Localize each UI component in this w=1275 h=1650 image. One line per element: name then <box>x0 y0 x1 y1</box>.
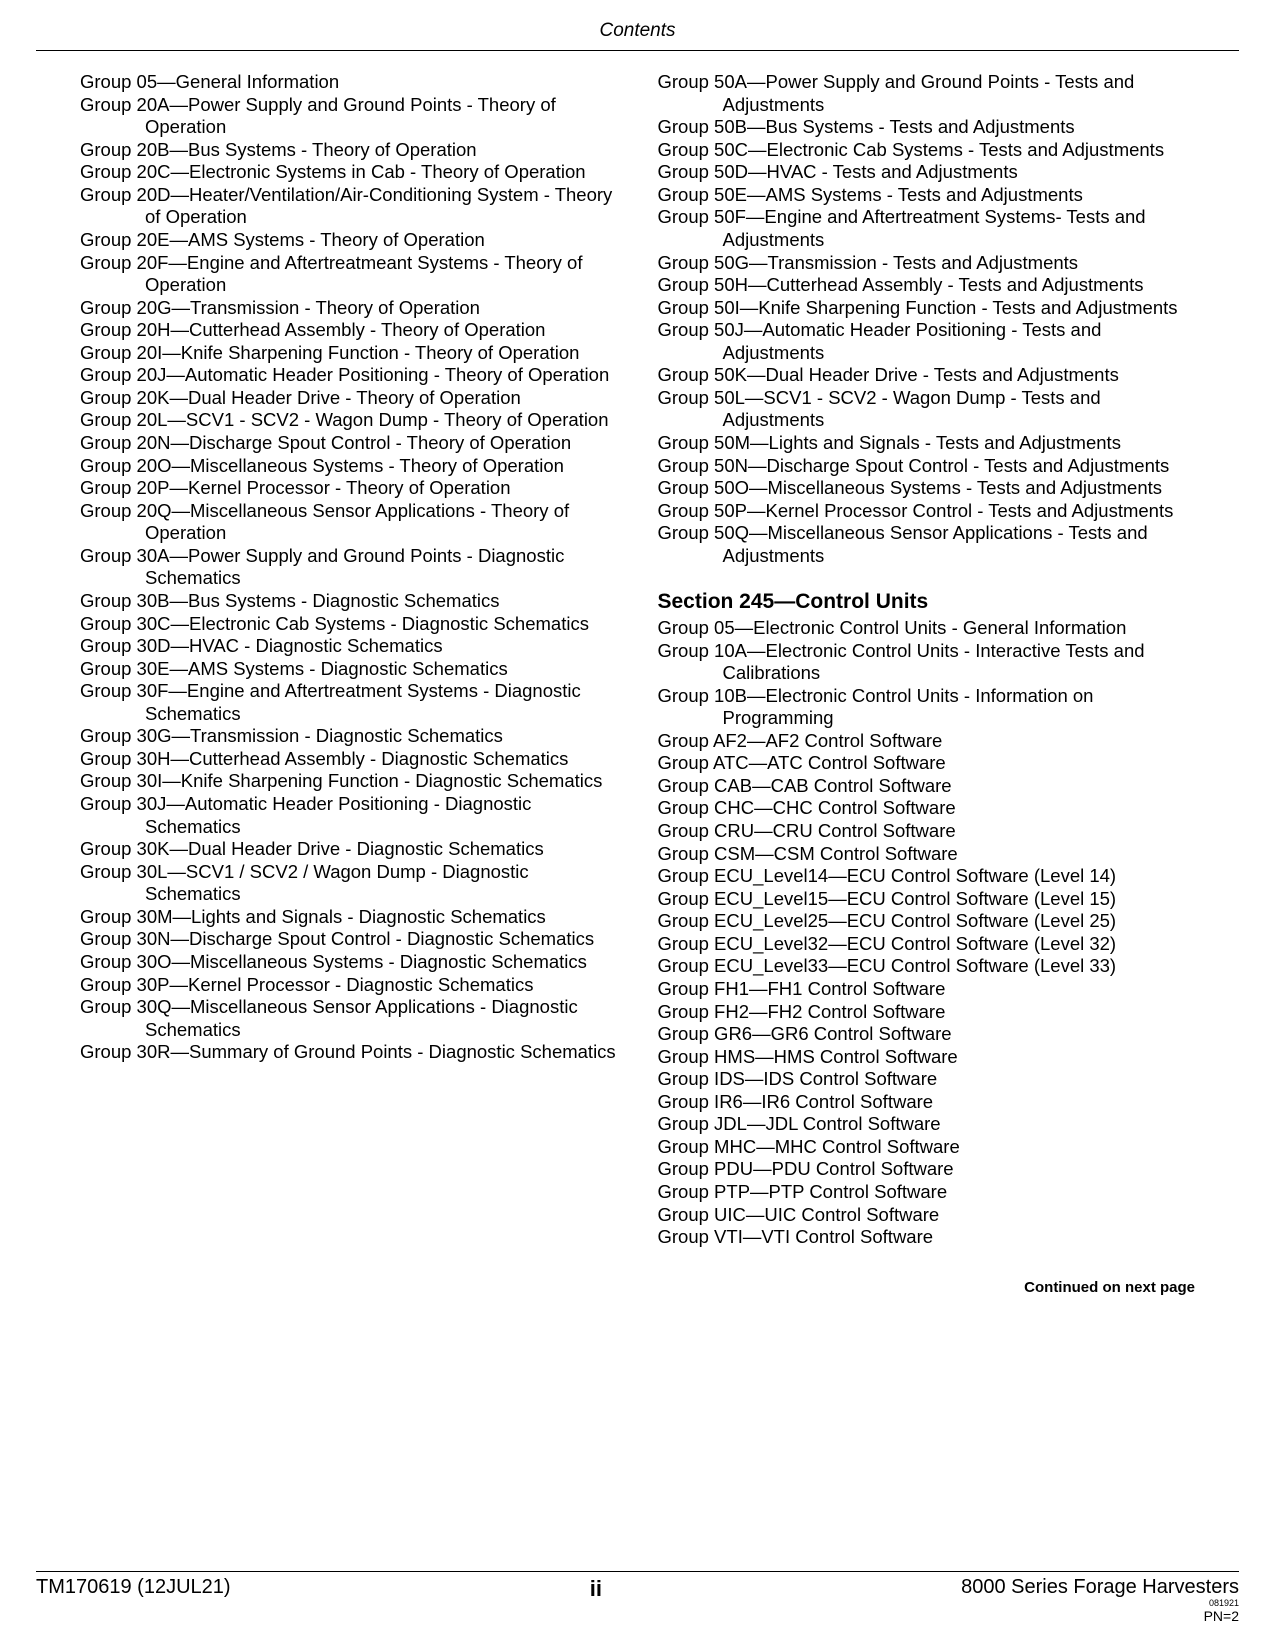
toc-entry: Group IDS—IDS Control Software <box>658 1068 1206 1091</box>
toc-entry: Group 30F—Engine and Aftertreatment Syst… <box>80 680 628 725</box>
toc-entry: Group 20L—SCV1 - SCV2 - Wagon Dump - The… <box>80 409 628 432</box>
toc-entry: Group AF2—AF2 Control Software <box>658 730 1206 753</box>
toc-entry: Group PDU—PDU Control Software <box>658 1158 1206 1181</box>
toc-entry: Group ECU_Level33—ECU Control Software (… <box>658 955 1206 978</box>
toc-entry: Group 30P—Kernel Processor - Diagnostic … <box>80 974 628 997</box>
toc-entry: Group 50B—Bus Systems - Tests and Adjust… <box>658 116 1206 139</box>
toc-entry: Group 20D—Heater/Ventilation/Air-Conditi… <box>80 184 628 229</box>
toc-entry: Group 50P—Kernel Processor Control - Tes… <box>658 500 1206 523</box>
toc-entry: Group 30L—SCV1 / SCV2 / Wagon Dump - Dia… <box>80 861 628 906</box>
footer-page-number: ii <box>590 1576 602 1602</box>
footer-rule <box>36 1571 1239 1572</box>
page-header: Contents <box>0 0 1275 50</box>
toc-entry: Group PTP—PTP Control Software <box>658 1181 1206 1204</box>
toc-entry: Group 50L—SCV1 - SCV2 - Wagon Dump - Tes… <box>658 387 1206 432</box>
toc-entry: Group 20K—Dual Header Drive - Theory of … <box>80 387 628 410</box>
section-245-heading: Section 245—Control Units <box>658 589 1206 615</box>
toc-entry: Group GR6—GR6 Control Software <box>658 1023 1206 1046</box>
toc-entry: Group 10A—Electronic Control Units - Int… <box>658 640 1206 685</box>
toc-entry: Group 50M—Lights and Signals - Tests and… <box>658 432 1206 455</box>
footer-pn: PN=2 <box>961 1608 1239 1624</box>
toc-entry: Group 50I—Knife Sharpening Function - Te… <box>658 297 1206 320</box>
toc-entry: Group 10B—Electronic Control Units - Inf… <box>658 685 1206 730</box>
toc-entry: Group 20F—Engine and Aftertreatmeant Sys… <box>80 252 628 297</box>
footer-date-tiny: 081921 <box>961 1599 1239 1608</box>
toc-entry: Group 50K—Dual Header Drive - Tests and … <box>658 364 1206 387</box>
toc-entry: Group 30B—Bus Systems - Diagnostic Schem… <box>80 590 628 613</box>
toc-entry: Group VTI—VTI Control Software <box>658 1226 1206 1249</box>
footer-left: TM170619 (12JUL21) <box>36 1576 231 1599</box>
toc-entry: Group ECU_Level14—ECU Control Software (… <box>658 865 1206 888</box>
toc-entry: Group ECU_Level25—ECU Control Software (… <box>658 910 1206 933</box>
toc-entry: Group CRU—CRU Control Software <box>658 820 1206 843</box>
toc-entry: Group 50E—AMS Systems - Tests and Adjust… <box>658 184 1206 207</box>
toc-entry: Group 20Q—Miscellaneous Sensor Applicati… <box>80 500 628 545</box>
toc-entry: Group 30A—Power Supply and Ground Points… <box>80 545 628 590</box>
toc-entry: Group 50Q—Miscellaneous Sensor Applicati… <box>658 522 1206 567</box>
toc-entry: Group 20I—Knife Sharpening Function - Th… <box>80 342 628 365</box>
content-columns: Group 05—General InformationGroup 20A—Po… <box>0 51 1275 1249</box>
toc-entry: Group 20J—Automatic Header Positioning -… <box>80 364 628 387</box>
toc-entry: Group ECU_Level15—ECU Control Software (… <box>658 888 1206 911</box>
toc-entry: Group 30G—Transmission - Diagnostic Sche… <box>80 725 628 748</box>
toc-entry: Group 05—Electronic Control Units - Gene… <box>658 617 1206 640</box>
toc-entry: Group 20A—Power Supply and Ground Points… <box>80 94 628 139</box>
toc-entry: Group 30J—Automatic Header Positioning -… <box>80 793 628 838</box>
footer-right: 8000 Series Forage Harvesters 081921 PN=… <box>961 1576 1239 1624</box>
toc-entry: Group 50A—Power Supply and Ground Points… <box>658 71 1206 116</box>
toc-entry: Group 20B—Bus Systems - Theory of Operat… <box>80 139 628 162</box>
toc-entry: Group 30D—HVAC - Diagnostic Schematics <box>80 635 628 658</box>
toc-entry: Group 30N—Discharge Spout Control - Diag… <box>80 928 628 951</box>
toc-entry: Group 50H—Cutterhead Assembly - Tests an… <box>658 274 1206 297</box>
toc-entry: Group ATC—ATC Control Software <box>658 752 1206 775</box>
toc-entry: Group 20H—Cutterhead Assembly - Theory o… <box>80 319 628 342</box>
toc-entry: Group 30R—Summary of Ground Points - Dia… <box>80 1041 628 1064</box>
toc-entry: Group 30E—AMS Systems - Diagnostic Schem… <box>80 658 628 681</box>
toc-entry: Group JDL—JDL Control Software <box>658 1113 1206 1136</box>
toc-entry: Group ECU_Level32—ECU Control Software (… <box>658 933 1206 956</box>
toc-entry: Group FH2—FH2 Control Software <box>658 1001 1206 1024</box>
toc-entry: Group HMS—HMS Control Software <box>658 1046 1206 1069</box>
toc-entry: Group 50F—Engine and Aftertreatment Syst… <box>658 206 1206 251</box>
toc-entry: Group FH1—FH1 Control Software <box>658 978 1206 1001</box>
toc-entry: Group 20E—AMS Systems - Theory of Operat… <box>80 229 628 252</box>
toc-entry: Group 30C—Electronic Cab Systems - Diagn… <box>80 613 628 636</box>
toc-entry: Group 20G—Transmission - Theory of Opera… <box>80 297 628 320</box>
footer-product: 8000 Series Forage Harvesters <box>961 1576 1239 1598</box>
toc-entry: Group CHC—CHC Control Software <box>658 797 1206 820</box>
toc-entry: Group 50C—Electronic Cab Systems - Tests… <box>658 139 1206 162</box>
toc-entry: Group 30H—Cutterhead Assembly - Diagnost… <box>80 748 628 771</box>
toc-entry: Group 20C—Electronic Systems in Cab - Th… <box>80 161 628 184</box>
toc-entry: Group MHC—MHC Control Software <box>658 1136 1206 1159</box>
toc-entry: Group 50N—Discharge Spout Control - Test… <box>658 455 1206 478</box>
right-column: Group 50A—Power Supply and Ground Points… <box>658 71 1206 1249</box>
continued-label: Continued on next page <box>0 1249 1275 1296</box>
toc-entry: Group 50O—Miscellaneous Systems - Tests … <box>658 477 1206 500</box>
toc-entry: Group CSM—CSM Control Software <box>658 843 1206 866</box>
toc-entry: Group 50J—Automatic Header Positioning -… <box>658 319 1206 364</box>
page-footer: TM170619 (12JUL21) ii 8000 Series Forage… <box>36 1576 1239 1624</box>
toc-entry: Group 05—General Information <box>80 71 628 94</box>
left-column: Group 05—General InformationGroup 20A—Po… <box>80 71 628 1249</box>
toc-entry: Group 20P—Kernel Processor - Theory of O… <box>80 477 628 500</box>
toc-entry: Group 20O—Miscellaneous Systems - Theory… <box>80 455 628 478</box>
toc-entry: Group CAB—CAB Control Software <box>658 775 1206 798</box>
toc-entry: Group IR6—IR6 Control Software <box>658 1091 1206 1114</box>
toc-entry: Group 30I—Knife Sharpening Function - Di… <box>80 770 628 793</box>
toc-entry: Group 50G—Transmission - Tests and Adjus… <box>658 252 1206 275</box>
toc-entry: Group 30K—Dual Header Drive - Diagnostic… <box>80 838 628 861</box>
toc-entry: Group 30Q—Miscellaneous Sensor Applicati… <box>80 996 628 1041</box>
toc-entry: Group 30M—Lights and Signals - Diagnosti… <box>80 906 628 929</box>
toc-entry: Group UIC—UIC Control Software <box>658 1204 1206 1227</box>
toc-entry: Group 20N—Discharge Spout Control - Theo… <box>80 432 628 455</box>
toc-entry: Group 30O—Miscellaneous Systems - Diagno… <box>80 951 628 974</box>
toc-entry: Group 50D—HVAC - Tests and Adjustments <box>658 161 1206 184</box>
